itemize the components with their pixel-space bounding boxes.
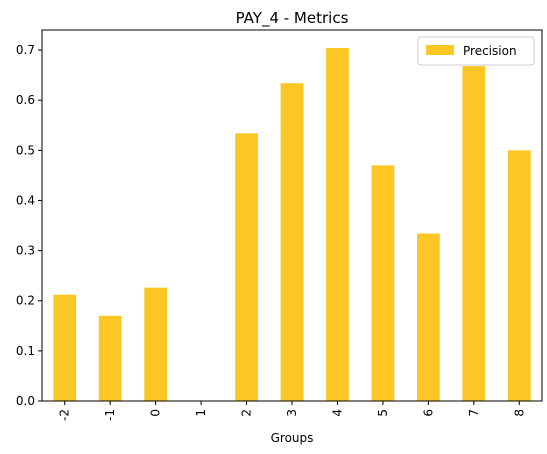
y-tick-label: 0.2 bbox=[16, 294, 35, 308]
legend-frame bbox=[417, 36, 535, 66]
x-tick-label: -2 bbox=[58, 409, 72, 421]
x-tick-label: 7 bbox=[467, 409, 481, 417]
y-tick-label: 0.5 bbox=[16, 143, 35, 157]
chart-title: PAY_4 - Metrics bbox=[236, 9, 349, 28]
x-tick-label: 2 bbox=[240, 409, 254, 417]
bar-8 bbox=[507, 150, 531, 401]
bar-6 bbox=[417, 233, 440, 401]
y-tick-label: 0.3 bbox=[16, 244, 35, 258]
x-axis-label: Groups bbox=[271, 431, 314, 445]
bar-5 bbox=[371, 165, 395, 401]
bar-4 bbox=[326, 48, 349, 402]
x-tick-label: -1 bbox=[103, 409, 117, 421]
legend-swatch-precision bbox=[426, 45, 454, 55]
y-tick-label: 0.4 bbox=[16, 193, 35, 207]
legend: Precision bbox=[417, 36, 535, 66]
y-axis: 0.0 0.1 0.2 0.3 0.4 0.5 0.6 0.7 bbox=[16, 43, 42, 408]
bar-3 bbox=[280, 83, 304, 401]
y-tick-label: 0.6 bbox=[16, 93, 35, 107]
bar--2 bbox=[53, 294, 77, 401]
x-tick-label: 6 bbox=[421, 409, 435, 417]
x-tick-label: 5 bbox=[376, 409, 390, 417]
x-axis: -2 -1 0 1 2 3 4 5 6 7 8 bbox=[58, 401, 526, 421]
x-tick-label: 8 bbox=[512, 409, 526, 417]
y-tick-label: 0.7 bbox=[16, 43, 35, 57]
plot-frame bbox=[41, 29, 543, 402]
x-tick-label: 0 bbox=[149, 409, 163, 417]
x-tick-label: 1 bbox=[194, 409, 208, 417]
bar-2 bbox=[235, 133, 258, 401]
x-tick-label: 4 bbox=[330, 409, 344, 417]
bars-group bbox=[53, 48, 531, 402]
y-tick-label: 0.1 bbox=[16, 344, 35, 358]
x-tick-label: 3 bbox=[285, 409, 299, 417]
bar-7 bbox=[462, 66, 486, 402]
bar--1 bbox=[98, 315, 122, 401]
legend-label-precision: Precision bbox=[463, 44, 517, 58]
y-tick-label: 0.0 bbox=[16, 394, 35, 408]
bar-0 bbox=[144, 287, 167, 401]
